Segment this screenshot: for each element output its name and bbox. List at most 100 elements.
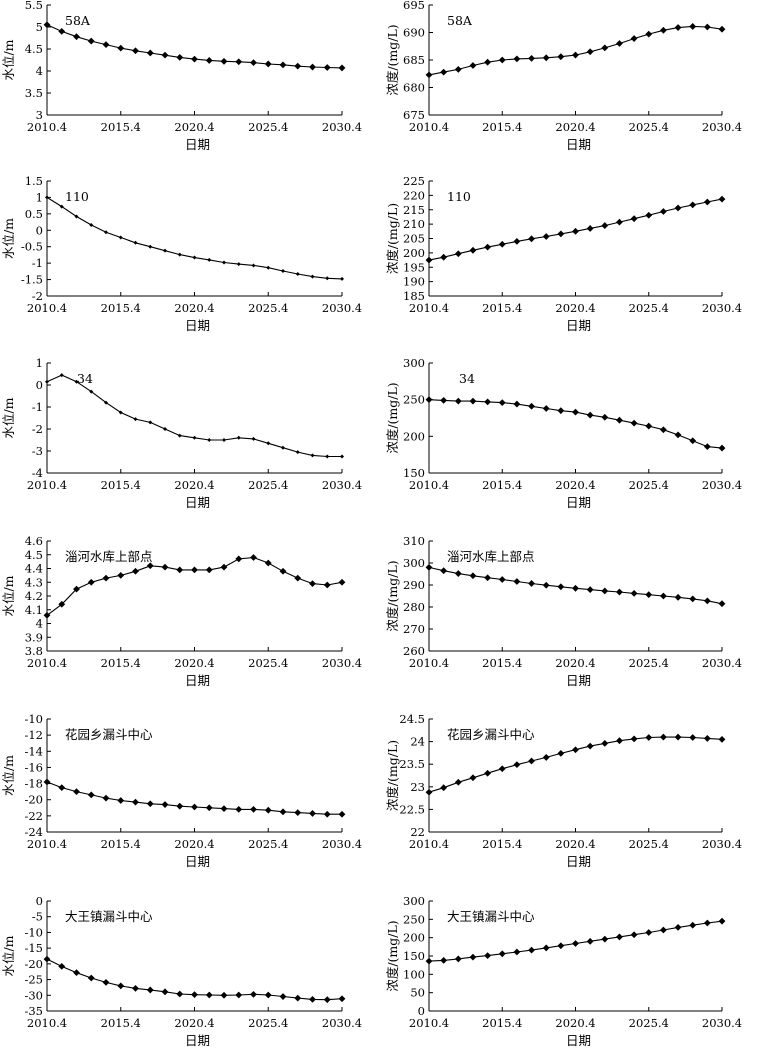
y-tick-label: 50 — [410, 986, 425, 1000]
data-point — [645, 30, 653, 38]
data-point — [146, 986, 154, 994]
data-point — [310, 274, 315, 279]
data-point — [295, 450, 300, 455]
y-tick-label: 675 — [403, 108, 425, 122]
y-axis-title: 水位/m — [1, 755, 16, 796]
y-axis-title: 浓度/(mg/L) — [385, 560, 400, 631]
x-tick-label: 2015.4 — [101, 837, 141, 851]
x-tick-label: 2015.4 — [482, 301, 522, 315]
data-point — [572, 940, 579, 947]
y-tick-label: 300 — [403, 894, 425, 908]
data-point — [177, 433, 182, 438]
data-point — [279, 61, 287, 69]
data-point — [294, 574, 302, 582]
data-point — [718, 600, 726, 608]
data-point — [59, 373, 64, 378]
x-tick-label: 2015.4 — [482, 837, 522, 851]
y-axis-title: 水位/m — [1, 935, 16, 976]
data-point — [176, 566, 184, 574]
x-tick-label: 2015.4 — [482, 120, 522, 134]
data-point — [703, 597, 711, 605]
data-point — [323, 810, 331, 818]
x-tick-label: 2025.4 — [248, 837, 288, 851]
data-point — [132, 984, 139, 992]
x-tick-label: 2030.4 — [322, 1016, 362, 1030]
data-point — [222, 260, 226, 265]
data-point — [586, 48, 594, 56]
x-tick-label: 2010.4 — [409, 301, 449, 315]
data-point — [43, 611, 51, 619]
data-point — [117, 44, 125, 52]
data-point — [440, 957, 448, 964]
x-tick-label: 2015.4 — [482, 656, 522, 670]
y-tick-label: 150 — [403, 466, 425, 480]
data-point — [542, 405, 550, 412]
y-tick-label: 300 — [403, 356, 425, 370]
chart-7: 3.83.944.14.24.34.44.54.6 2010.4 2015.4 202… — [1, 534, 362, 688]
data-point — [294, 809, 302, 817]
data-point — [616, 737, 623, 745]
data-point — [718, 25, 726, 33]
y-tick-label: -3 — [32, 444, 43, 458]
station-label: 淄河水库上部点 — [447, 549, 535, 564]
y-tick-label: 225 — [403, 174, 425, 188]
chart-6: 150 200 250 300 2010.4 2015.4 2020.4 2025.4 2030… — [385, 356, 742, 510]
data-point — [205, 804, 213, 812]
x-tick-label: 2025.4 — [248, 656, 288, 670]
data-point — [102, 574, 110, 582]
y-axis-title: 浓度/(mg/L) — [385, 920, 400, 991]
data-point — [279, 993, 287, 1000]
data-point — [73, 33, 80, 41]
data-point — [161, 51, 169, 59]
station-label: 大王镇漏斗中心 — [65, 909, 153, 924]
x-tick-label: 2025.4 — [629, 656, 669, 670]
y-tick-label: 4.2 — [25, 589, 43, 603]
x-tick-label: 2020.4 — [174, 656, 214, 670]
data-point — [454, 250, 462, 258]
data-point — [264, 991, 272, 999]
station-label: 34 — [459, 371, 475, 386]
y-tick-label: 190 — [403, 275, 425, 289]
x-tick-label: 2020.4 — [174, 837, 214, 851]
data-point — [281, 445, 285, 450]
x-tick-label: 2020.4 — [174, 478, 214, 492]
data-point — [542, 581, 550, 589]
y-tick-label: -18 — [24, 777, 43, 791]
data-point — [586, 586, 594, 594]
data-point — [586, 411, 594, 419]
data-point — [528, 946, 535, 954]
data-point — [279, 808, 287, 816]
y-tick-label: 22.5 — [399, 802, 425, 816]
y-tick-label: 200 — [403, 931, 425, 945]
station-label: 大王镇漏斗中心 — [447, 909, 535, 924]
data-point — [498, 950, 506, 958]
y-tick-label: 4.4 — [25, 562, 43, 576]
data-point — [674, 204, 682, 212]
y-tick-label: 23.5 — [399, 757, 425, 771]
x-axis-title: 日期 — [185, 854, 210, 869]
data-point — [205, 57, 213, 64]
x-tick-label: 2025.4 — [629, 301, 669, 315]
data-point — [235, 806, 243, 813]
data-point — [43, 955, 51, 963]
series-line — [46, 374, 342, 458]
x-axis-title: 日期 — [185, 1033, 210, 1048]
data-point — [266, 441, 271, 446]
data-point — [205, 991, 213, 999]
data-point — [498, 240, 506, 248]
data-point — [542, 754, 550, 761]
station-label: 110 — [65, 189, 89, 204]
data-point — [161, 563, 169, 571]
data-point — [454, 955, 462, 963]
data-point — [703, 23, 711, 31]
x-tick-label: 2030.4 — [322, 837, 362, 851]
data-point — [250, 59, 257, 67]
data-point — [191, 55, 198, 63]
data-point — [220, 57, 228, 65]
data-point — [89, 223, 94, 228]
data-point — [689, 734, 697, 741]
y-tick-label: 200 — [403, 429, 425, 443]
y-tick-label: 690 — [403, 26, 425, 40]
